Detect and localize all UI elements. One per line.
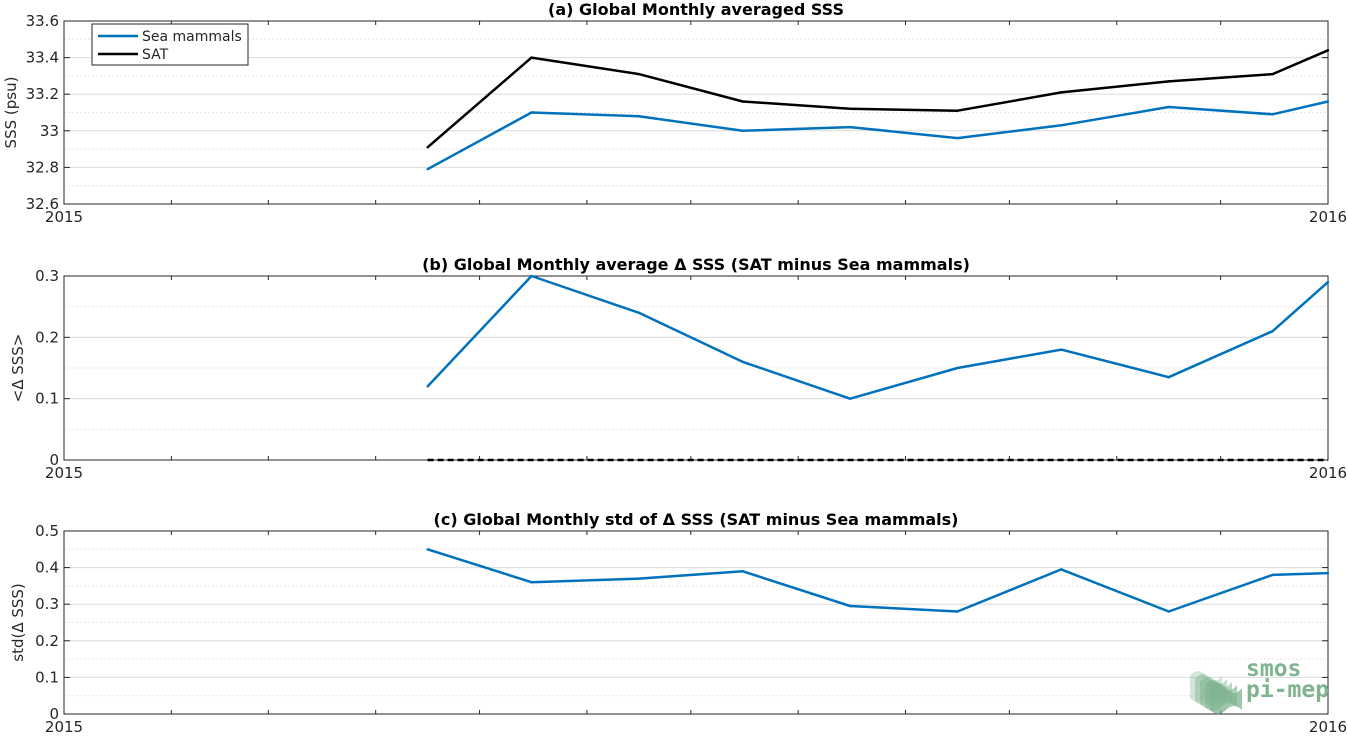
x-tick-label: 2016 — [1309, 718, 1347, 736]
data-point — [637, 72, 641, 76]
y-axis-label: std(Δ SSS) — [9, 583, 27, 662]
data-point — [530, 581, 533, 584]
y-tick-label: 0 — [49, 705, 59, 723]
data-point — [956, 610, 959, 613]
panel-2: 0 0.1 0.2 0.3 2015 2016 (b) Global Monthly ave… — [9, 255, 1347, 482]
data-point — [848, 125, 852, 129]
data-point — [530, 274, 533, 278]
data-point — [741, 360, 744, 364]
data-point — [956, 109, 959, 112]
logo-text-pi-mep: pi-mep — [1246, 677, 1329, 703]
y-axis-label: SSS (psu) — [2, 77, 20, 149]
data-point — [426, 548, 429, 551]
panel-1: 32.6 32.8 33 33.2 33.4 33.6 2015 2016 (a) Global… — [2, 0, 1347, 226]
y-tick-label: 0.3 — [35, 595, 59, 613]
data-point — [1060, 348, 1063, 351]
data-point — [426, 146, 429, 149]
data-point — [426, 385, 429, 388]
data-point — [741, 100, 744, 103]
data-point — [1326, 571, 1330, 575]
y-tick-label: 0.1 — [35, 390, 59, 408]
data-point — [1167, 376, 1170, 379]
y-tick-label: 32.6 — [26, 195, 59, 213]
data-point — [530, 56, 533, 59]
x-tick-label: 2016 — [1309, 464, 1347, 482]
series-line-1 — [427, 548, 1329, 613]
series-line-sea-mammals — [427, 100, 1329, 171]
data-point — [1326, 280, 1330, 284]
y-tick-label: 0.2 — [35, 632, 59, 650]
y-tick-label: 33.2 — [26, 85, 59, 103]
y-tick-label: 0.2 — [35, 328, 59, 346]
legend-entry: Sea mammals — [142, 29, 242, 45]
panel-3: 0 0.1 0.2 0.3 0.4 0.5 2015 2016 (c) Global Month… — [9, 510, 1347, 736]
logo-wave-shape — [1210, 683, 1242, 714]
y-tick-label: 32.8 — [26, 158, 59, 176]
data-point — [1167, 80, 1170, 83]
data-point — [848, 604, 852, 608]
data-point — [1271, 330, 1274, 333]
data-point — [848, 107, 852, 111]
x-tick-label: 2015 — [45, 464, 83, 482]
data-point — [1271, 113, 1274, 116]
data-point — [1271, 573, 1274, 577]
panel-title: (b) Global Monthly average Δ SSS (SAT mi… — [422, 255, 970, 274]
data-point — [956, 136, 959, 140]
panel-title: (a) Global Monthly averaged SSS — [548, 0, 844, 19]
data-point — [1271, 72, 1274, 76]
data-point — [637, 577, 641, 580]
data-point — [1060, 568, 1063, 571]
data-point — [1326, 100, 1330, 103]
data-point — [637, 311, 641, 314]
y-tick-label: 33 — [40, 122, 59, 140]
data-point — [741, 129, 744, 132]
axes-box — [63, 530, 1329, 715]
y-axis-label: <Δ SSS> — [9, 334, 27, 403]
data-point — [426, 168, 429, 171]
panel-title: (c) Global Monthly std of Δ SSS (SAT min… — [434, 510, 959, 529]
y-tick-label: 0.5 — [35, 522, 59, 540]
data-point — [1167, 105, 1170, 109]
data-point — [741, 570, 744, 573]
y-tick-label: 0.4 — [35, 559, 59, 577]
data-point — [1326, 49, 1330, 52]
axes-box — [63, 20, 1329, 205]
series-line-sat — [426, 49, 1329, 149]
data-point — [637, 114, 641, 118]
legend-box — [91, 23, 249, 66]
legend-entry: SAT — [142, 47, 169, 63]
logo-text-smos: smos — [1246, 656, 1301, 682]
y-tick-label: 0.1 — [35, 668, 59, 686]
data-point — [848, 397, 852, 400]
data-point — [1060, 91, 1063, 94]
y-tick-label: 33.6 — [26, 12, 59, 30]
x-tick-label: 2016 — [1309, 208, 1347, 226]
y-tick-label: 33.4 — [26, 49, 59, 67]
legend: Sea mammals SAT — [91, 23, 249, 66]
series-line-1 — [426, 274, 1329, 400]
data-point — [530, 111, 533, 114]
x-tick-label: 2015 — [45, 208, 83, 226]
y-tick-label: 0.3 — [35, 267, 59, 285]
y-tick-label: 0 — [49, 451, 59, 469]
data-point — [1060, 124, 1063, 127]
data-point — [1167, 610, 1170, 613]
axes-box — [63, 275, 1329, 461]
data-point — [956, 366, 959, 370]
x-tick-label: 2015 — [45, 718, 83, 736]
